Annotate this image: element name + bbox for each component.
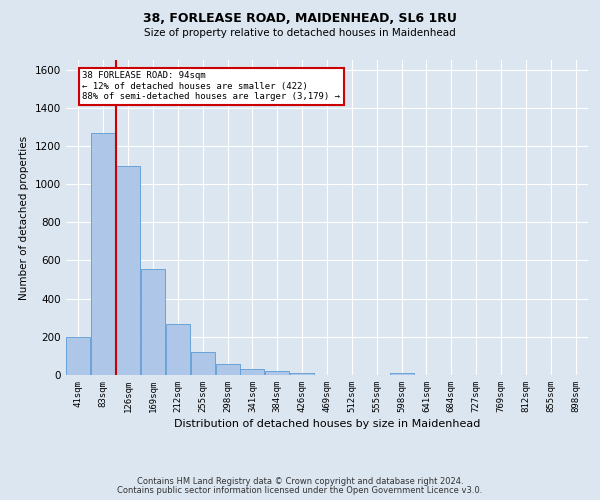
Bar <box>116 166 140 375</box>
Bar <box>166 324 190 375</box>
Text: 38 FORLEASE ROAD: 94sqm
← 12% of detached houses are smaller (422)
88% of semi-d: 38 FORLEASE ROAD: 94sqm ← 12% of detache… <box>82 72 340 102</box>
Bar <box>191 352 215 375</box>
Y-axis label: Number of detached properties: Number of detached properties <box>19 136 29 300</box>
Bar <box>141 269 165 375</box>
Bar <box>91 132 115 375</box>
Text: Size of property relative to detached houses in Maidenhead: Size of property relative to detached ho… <box>144 28 456 38</box>
Bar <box>290 372 314 375</box>
Text: Contains public sector information licensed under the Open Government Licence v3: Contains public sector information licen… <box>118 486 482 495</box>
Bar <box>215 364 239 375</box>
Text: Contains HM Land Registry data © Crown copyright and database right 2024.: Contains HM Land Registry data © Crown c… <box>137 477 463 486</box>
Bar <box>241 368 265 375</box>
Bar <box>389 372 413 375</box>
Bar <box>265 371 289 375</box>
Bar <box>67 338 91 375</box>
Text: 38, FORLEASE ROAD, MAIDENHEAD, SL6 1RU: 38, FORLEASE ROAD, MAIDENHEAD, SL6 1RU <box>143 12 457 26</box>
X-axis label: Distribution of detached houses by size in Maidenhead: Distribution of detached houses by size … <box>174 419 480 429</box>
